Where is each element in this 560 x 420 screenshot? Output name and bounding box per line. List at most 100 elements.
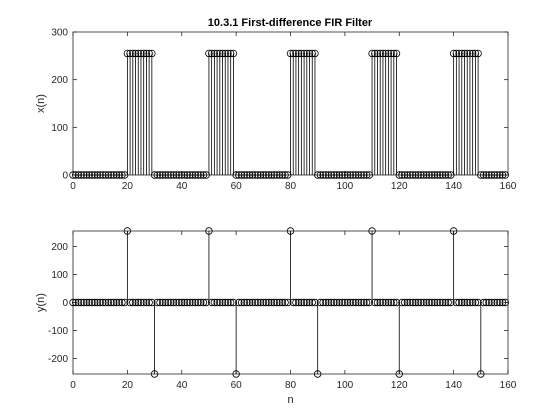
y-tick-label: -200 xyxy=(48,354,68,365)
stem-marker xyxy=(104,298,113,307)
stem-marker xyxy=(248,171,257,179)
stem-marker xyxy=(411,298,420,307)
stem-marker xyxy=(96,298,104,307)
x-tick-label: 60 xyxy=(231,181,243,192)
stem-marker xyxy=(479,298,488,307)
stem-marker xyxy=(444,171,452,179)
stem-marker xyxy=(256,298,265,307)
x-tick-label: 140 xyxy=(445,181,462,192)
stem-marker xyxy=(275,298,284,307)
stem-marker xyxy=(237,171,246,179)
stem-marker xyxy=(403,298,412,307)
stem-marker xyxy=(183,298,191,307)
stem-marker xyxy=(292,298,300,307)
stem-marker xyxy=(164,171,172,179)
stem-marker xyxy=(496,298,504,307)
stem-marker xyxy=(468,49,477,58)
stem-marker xyxy=(262,298,270,307)
stem-marker xyxy=(487,298,496,307)
stem-marker xyxy=(305,298,314,307)
x-tick-label: 40 xyxy=(176,181,188,192)
stem-marker xyxy=(414,298,422,307)
stem-marker xyxy=(493,298,501,307)
stem-marker xyxy=(471,298,480,307)
stem-marker xyxy=(324,171,333,179)
stem-marker xyxy=(150,370,159,378)
stem-marker xyxy=(485,298,493,307)
stem-marker xyxy=(441,298,450,307)
stem-marker xyxy=(278,171,287,179)
stem-marker xyxy=(265,171,273,179)
stem-marker xyxy=(485,171,493,179)
stem-marker xyxy=(142,298,151,307)
stem-marker xyxy=(346,171,355,179)
stem-marker xyxy=(395,171,403,179)
stem-marker xyxy=(134,298,142,307)
stem-marker xyxy=(194,171,202,179)
stem-marker xyxy=(341,298,349,307)
stem-marker xyxy=(466,49,474,58)
stem-marker xyxy=(428,171,436,179)
stem-marker xyxy=(479,171,488,179)
stem-marker xyxy=(243,171,251,179)
stem-marker xyxy=(104,171,113,179)
stem-marker xyxy=(251,298,259,307)
stem-marker xyxy=(131,298,140,307)
x-tick-label: 40 xyxy=(176,380,188,391)
stem-marker xyxy=(226,49,235,58)
stem-marker xyxy=(379,49,387,58)
stem-marker xyxy=(259,171,268,179)
stem-marker xyxy=(110,298,118,307)
stem-marker xyxy=(496,171,504,179)
stem-marker xyxy=(69,171,77,179)
stem-marker xyxy=(482,171,490,179)
stem-marker xyxy=(460,298,469,307)
stem-marker xyxy=(254,171,262,179)
stem-marker xyxy=(305,49,314,58)
stem-marker xyxy=(430,171,439,179)
stem-marker xyxy=(172,298,181,307)
stem-marker xyxy=(118,298,126,307)
stem-marker xyxy=(471,49,480,58)
stem-marker xyxy=(186,298,194,307)
stem-marker xyxy=(338,298,346,307)
stem-marker xyxy=(164,298,172,307)
stem-marker xyxy=(319,298,327,307)
stem-marker xyxy=(460,49,469,58)
y-tick-label: -100 xyxy=(48,326,68,337)
stem-marker xyxy=(449,227,458,235)
stem-marker xyxy=(289,298,297,307)
y-tick-label: 100 xyxy=(51,270,68,281)
stem-marker xyxy=(354,171,363,179)
stem-marker xyxy=(376,49,384,58)
stem-marker xyxy=(466,298,474,307)
stem-marker xyxy=(384,298,393,307)
stem-marker xyxy=(134,49,142,58)
stem-marker xyxy=(425,171,433,179)
stem-marker xyxy=(327,171,335,179)
stem-marker xyxy=(139,49,148,58)
stem-marker xyxy=(444,298,452,307)
y-tick-label: 300 xyxy=(51,28,68,39)
stem-marker xyxy=(439,171,447,179)
y-axis-label: x(n) xyxy=(35,94,47,113)
stem-marker xyxy=(72,298,80,307)
stem-marker xyxy=(387,298,395,307)
x-tick-label: 0 xyxy=(70,380,76,391)
stem-marker xyxy=(178,298,186,307)
stem-marker xyxy=(455,49,463,58)
stem-marker xyxy=(178,171,186,179)
stem-marker xyxy=(99,298,107,307)
stem-marker xyxy=(251,171,259,179)
stem-marker xyxy=(362,298,371,307)
stem-marker xyxy=(270,171,278,179)
stem-marker xyxy=(403,171,412,179)
stem-marker xyxy=(240,171,248,179)
stem-marker xyxy=(126,298,134,307)
stem-marker xyxy=(322,171,330,179)
stem-marker xyxy=(120,171,129,179)
stem-marker xyxy=(197,171,205,179)
stem-marker xyxy=(246,171,254,179)
stem-marker xyxy=(381,298,390,307)
stem-marker xyxy=(167,298,175,307)
